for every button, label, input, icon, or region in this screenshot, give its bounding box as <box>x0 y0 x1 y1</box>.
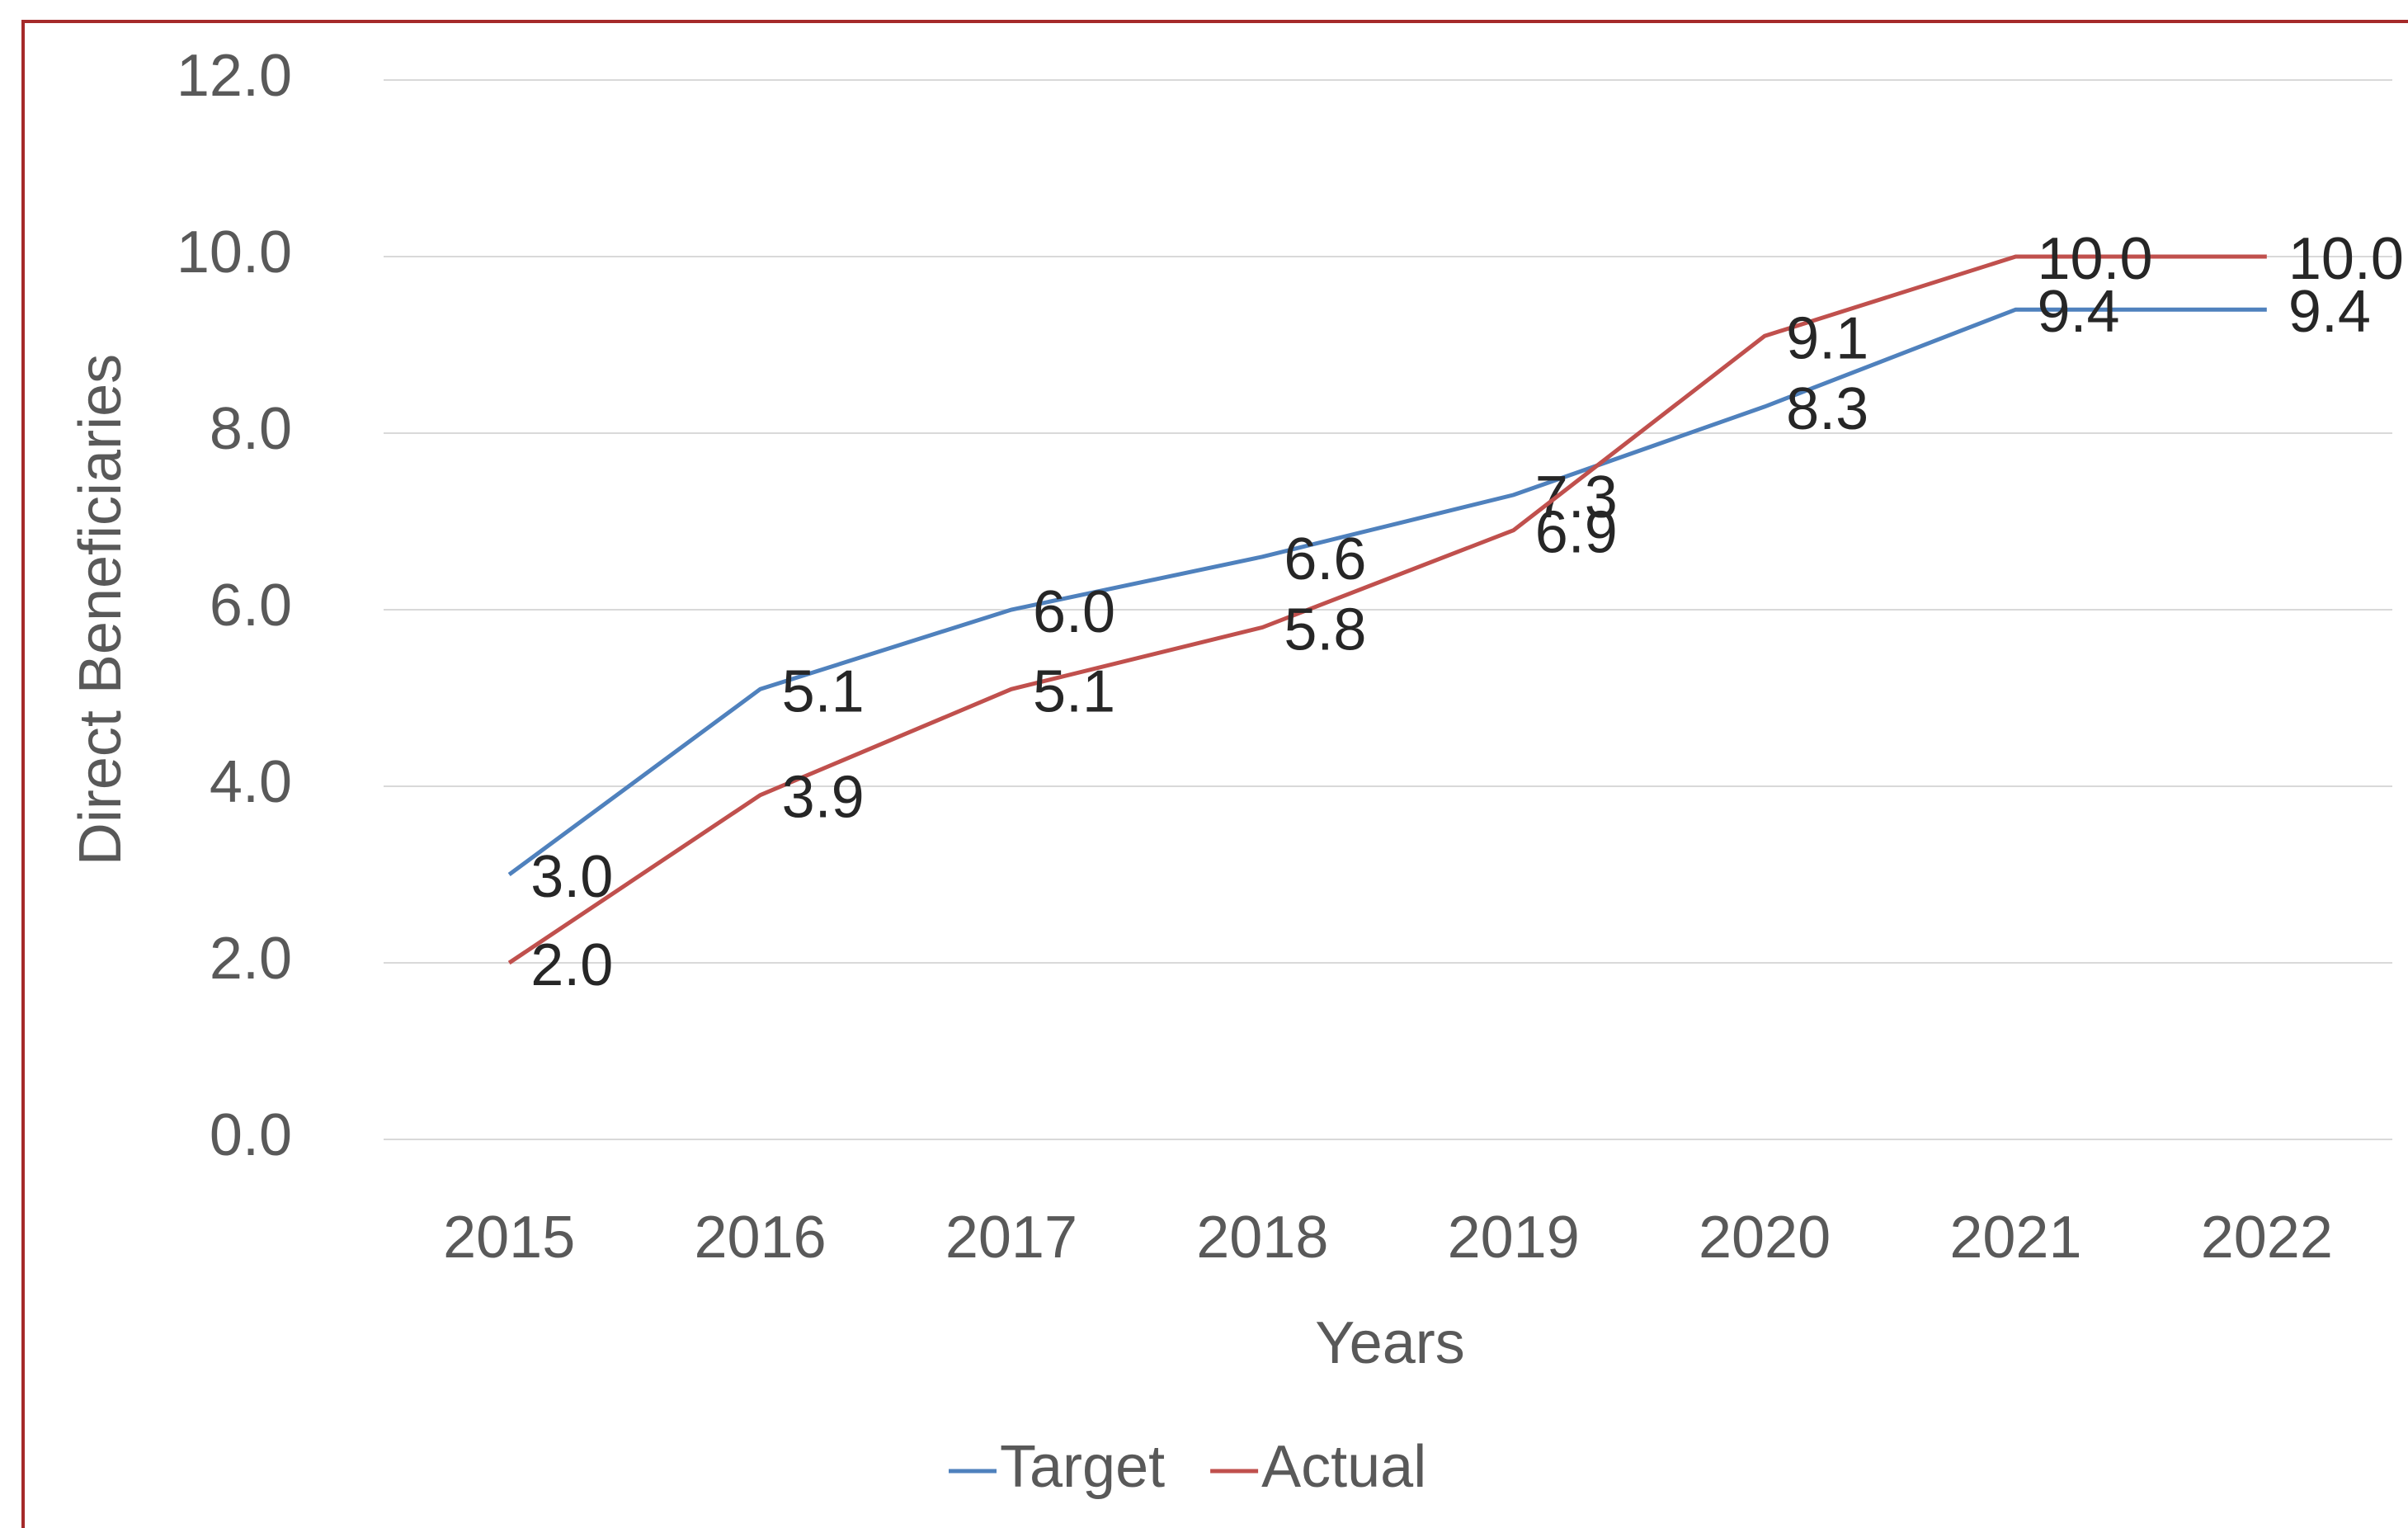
x-axis-title: Years <box>1315 1310 1464 1376</box>
y-axis-title: Direct Beneficiaries <box>68 354 134 865</box>
data-label: 2.0 <box>530 932 613 998</box>
legend-label: Actual <box>1261 1434 1426 1500</box>
chart-border <box>21 20 2408 1528</box>
x-tick-label: 2019 <box>1448 1205 1580 1271</box>
data-label: 10.0 <box>2037 226 2152 292</box>
data-label: 5.8 <box>1284 597 1366 663</box>
data-label: 6.6 <box>1284 526 1366 592</box>
data-label: 9.1 <box>1786 305 1868 371</box>
y-tick-label: 2.0 <box>210 926 292 992</box>
x-tick-label: 2020 <box>1699 1205 1831 1271</box>
data-label: 6.9 <box>1535 500 1618 566</box>
x-tick-label: 2015 <box>443 1205 575 1271</box>
x-tick-label: 2017 <box>945 1205 1077 1271</box>
y-tick-label: 8.0 <box>210 396 292 462</box>
data-label: 3.9 <box>782 765 865 831</box>
series-line <box>507 254 2267 965</box>
data-label: 5.1 <box>1033 658 1115 724</box>
y-tick-label: 12.0 <box>177 43 292 109</box>
x-tick-label: 2022 <box>2201 1205 2333 1271</box>
data-label: 10.0 <box>2288 226 2404 292</box>
legend-label: Target <box>1000 1434 1165 1500</box>
data-label: 3.0 <box>530 844 613 910</box>
data-label: 6.0 <box>1033 579 1115 645</box>
y-tick-label: 4.0 <box>210 749 292 815</box>
data-label: 8.3 <box>1786 376 1868 442</box>
x-tick-label: 2016 <box>694 1205 826 1271</box>
x-tick-label: 2018 <box>1196 1205 1328 1271</box>
series-line <box>507 307 2267 877</box>
y-tick-label: 6.0 <box>210 573 292 639</box>
data-label: 9.4 <box>2037 279 2119 345</box>
data-label: 9.4 <box>2288 279 2371 345</box>
x-tick-label: 2021 <box>1949 1205 2081 1271</box>
y-tick-label: 0.0 <box>210 1102 292 1168</box>
y-tick-label: 10.0 <box>177 219 292 285</box>
data-label: 7.3 <box>1535 465 1618 531</box>
data-label: 5.1 <box>782 658 865 724</box>
